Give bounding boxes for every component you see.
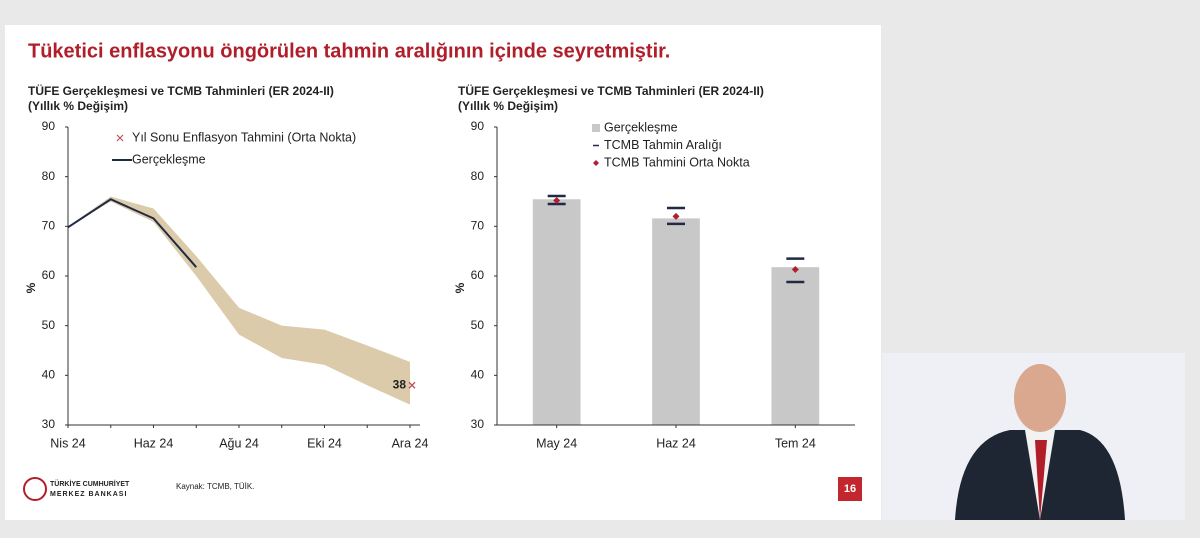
legend-label: Yıl Sonu Enflasyon Tahmini (Orta Nokta) [132, 130, 356, 144]
source-note: Kaynak: TCMB, TÜİK. [176, 482, 254, 491]
data-label: 38 [393, 377, 407, 391]
logo-text: TÜRKİYE CUMHURİYET [50, 479, 130, 488]
bar [532, 199, 581, 425]
logo-text: MERKEZ BANKASI [50, 491, 127, 498]
y-tick-label: 60 [471, 268, 485, 282]
x-tick-label: Haz 24 [134, 436, 174, 450]
y-tick-label: 70 [471, 219, 485, 233]
y-tick-label: 60 [42, 268, 56, 282]
x-tick-label: May 24 [536, 436, 577, 450]
x-tick-label: Ara 24 [392, 436, 429, 450]
forecast-band [68, 196, 410, 405]
bar [771, 267, 820, 425]
x-tick-label: Eki 24 [307, 436, 342, 450]
x-tick-label: Tem 24 [775, 436, 816, 450]
x-tick-label: Ağu 24 [219, 436, 259, 450]
legend-label: TCMB Tahmin Aralığı [604, 138, 722, 152]
legend-swatch [592, 124, 600, 132]
y-axis-label: % [453, 282, 467, 293]
y-tick-label: 40 [42, 368, 56, 382]
page-badge [838, 477, 862, 501]
y-tick-label: 50 [42, 318, 56, 332]
legend-label: TCMB Tahmini Orta Nokta [604, 155, 750, 169]
chart-title: TÜFE Gerçekleşmesi ve TCMB Tahminleri (E… [28, 83, 334, 98]
y-tick-label: 70 [42, 219, 56, 233]
legend-label: Gerçekleşme [604, 120, 678, 134]
y-tick-label: 80 [471, 169, 485, 183]
legend-swatch [593, 160, 599, 166]
chart-subtitle: (Yıllık % Değişim) [458, 99, 558, 113]
y-tick-label: 30 [471, 417, 485, 431]
point [553, 197, 561, 205]
chart-subtitle: (Yıllık % Değişim) [28, 99, 128, 113]
slide [5, 25, 881, 520]
legend-swatch [116, 134, 124, 142]
logo-icon [23, 477, 47, 501]
point [791, 266, 799, 274]
x-tick-label: Haz 24 [656, 436, 696, 450]
slide-title: Tüketici enflasyonu öngörülen tahmin ara… [28, 40, 670, 62]
y-tick-label: 80 [42, 169, 56, 183]
marker [408, 381, 416, 389]
y-tick-label: 90 [42, 119, 56, 133]
legend-label: Gerçekleşme [132, 152, 206, 166]
y-tick-label: 40 [471, 368, 485, 382]
y-axis-label: % [24, 282, 38, 293]
bar [652, 218, 700, 425]
y-tick-label: 90 [471, 119, 485, 133]
line [67, 198, 198, 268]
page-number: 16 [844, 483, 856, 495]
chart-title: TÜFE Gerçekleşmesi ve TCMB Tahminleri (E… [458, 83, 764, 98]
person-tie [1035, 440, 1047, 520]
person-face [1014, 364, 1066, 432]
y-tick-label: 50 [471, 318, 485, 332]
video-inset [882, 353, 1185, 520]
point [672, 212, 680, 220]
x-tick-label: Nis 24 [50, 436, 85, 450]
y-tick-label: 30 [42, 417, 56, 431]
